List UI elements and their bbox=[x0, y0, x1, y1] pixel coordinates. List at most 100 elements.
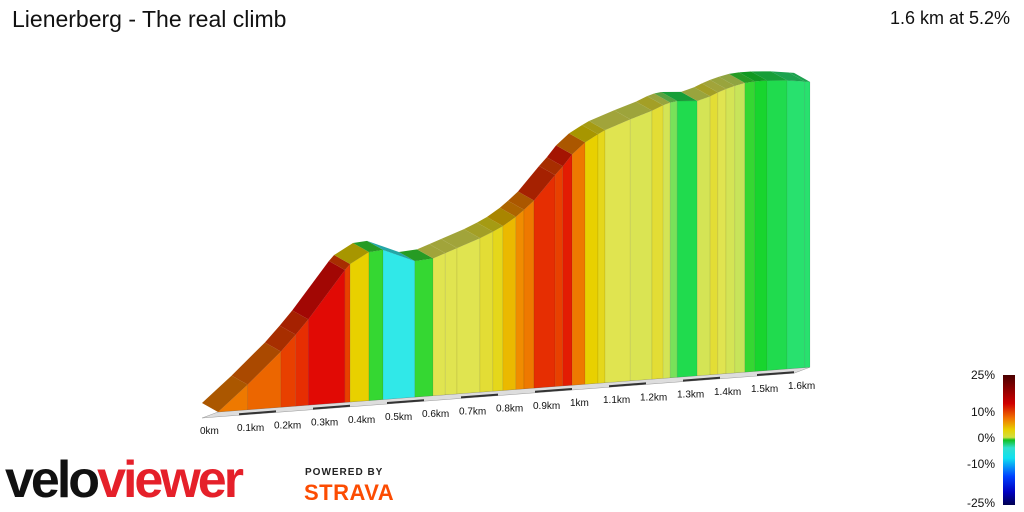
gradient-segment bbox=[734, 82, 746, 374]
x-tick-label: 1.5km bbox=[751, 384, 778, 395]
segment-top-surface bbox=[264, 325, 296, 352]
segment-top-surface bbox=[701, 79, 727, 93]
gradient-segment bbox=[295, 318, 309, 407]
gradient-segment bbox=[584, 133, 599, 385]
gradient-segment bbox=[766, 80, 788, 371]
segment-top-surface bbox=[367, 240, 415, 261]
x-tick-label: 1.4km bbox=[714, 387, 741, 398]
gradient-segment bbox=[662, 102, 671, 379]
gradient-segment bbox=[696, 95, 711, 377]
gradient-colorscale bbox=[1003, 375, 1015, 505]
gradient-segment bbox=[515, 209, 525, 390]
distance-marker bbox=[239, 410, 276, 416]
segment-top-surface bbox=[546, 145, 573, 167]
powered-by-label: POWERED BY bbox=[305, 467, 384, 478]
gradient-segment bbox=[562, 153, 573, 387]
segment-top-surface bbox=[636, 96, 664, 111]
veloviewer-logo: veloviewer bbox=[5, 451, 244, 509]
segment-top-surface bbox=[279, 310, 309, 335]
x-tick-label: 1.6km bbox=[788, 381, 815, 392]
gradient-segment bbox=[502, 216, 517, 391]
distance-marker bbox=[461, 393, 498, 399]
gradient-segment bbox=[444, 247, 458, 396]
gradient-segment bbox=[786, 80, 806, 370]
x-tick-label: 0.2km bbox=[274, 420, 301, 431]
segment-top-surface bbox=[398, 249, 433, 261]
gradient-segment bbox=[597, 129, 606, 384]
segment-top-surface bbox=[751, 71, 788, 81]
distance-marker bbox=[535, 388, 572, 393]
x-tick-label: 1.2km bbox=[640, 392, 667, 403]
segment-top-surface bbox=[476, 216, 503, 232]
gradient-segment bbox=[709, 91, 719, 376]
segment-top-surface bbox=[710, 76, 735, 89]
segment-top-surface bbox=[647, 93, 671, 106]
segment-top-surface bbox=[718, 73, 745, 86]
gradient-segment bbox=[717, 88, 727, 375]
segment-top-surface bbox=[334, 242, 369, 265]
x-tick-label: 0.7km bbox=[459, 406, 486, 417]
climb-summary: 1.6 km at 5.2% bbox=[889, 8, 1010, 28]
distance-marker bbox=[609, 382, 646, 388]
distance-marker bbox=[387, 399, 424, 404]
segment-top-surface bbox=[738, 71, 768, 82]
segment-top-surface bbox=[441, 229, 480, 249]
gradient-segment bbox=[414, 258, 434, 398]
gradient-segment bbox=[533, 174, 556, 389]
gradient-segment bbox=[432, 252, 446, 397]
gradient-segment bbox=[676, 100, 698, 378]
strava-logo: STRAVA bbox=[304, 480, 395, 505]
x-tick-label: 0km bbox=[200, 426, 219, 437]
gradient-segment bbox=[804, 81, 811, 368]
segment-top-surface bbox=[539, 157, 563, 176]
gradient-segment bbox=[382, 249, 416, 400]
segment-top-surface bbox=[352, 240, 384, 252]
segment-top-surface bbox=[231, 342, 281, 385]
segment-top-surface bbox=[581, 121, 606, 135]
segment-top-surface bbox=[429, 239, 458, 254]
colorscale-label: 25% bbox=[970, 368, 995, 382]
segment-top-surface bbox=[556, 133, 586, 155]
gradient-segment bbox=[725, 85, 736, 374]
segment-top-surface bbox=[788, 72, 810, 82]
gradient-segment bbox=[554, 165, 564, 387]
colorscale-label: -10% bbox=[966, 457, 995, 471]
gradient-segment bbox=[344, 263, 351, 403]
gradient-segment bbox=[604, 118, 631, 383]
segment-top-surface bbox=[463, 222, 493, 239]
segment-top-surface bbox=[202, 375, 248, 412]
gradient-segment bbox=[479, 231, 494, 393]
segment-top-surface bbox=[661, 91, 698, 102]
gradient-segment bbox=[669, 100, 678, 379]
segment-top-surface bbox=[728, 72, 755, 83]
x-tick-label: 1.1km bbox=[603, 395, 630, 406]
x-tick-label: 1.3km bbox=[677, 390, 704, 401]
colorscale-label: 0% bbox=[977, 431, 995, 445]
segment-top-surface bbox=[416, 244, 446, 259]
x-tick-label: 0.4km bbox=[348, 415, 375, 426]
climb-title: Lienerberg - The real climb bbox=[12, 6, 287, 32]
segment-top-surface bbox=[614, 101, 653, 120]
gradient-segment bbox=[492, 225, 504, 392]
segment-top-surface bbox=[292, 260, 345, 320]
gradient-segment bbox=[651, 104, 664, 380]
segment-top-surface bbox=[499, 200, 524, 217]
gradient-segment bbox=[456, 237, 481, 395]
x-tick-label: 0.6km bbox=[422, 409, 449, 420]
x-tick-label: 0.3km bbox=[311, 418, 338, 429]
segment-top-surface bbox=[589, 110, 631, 131]
colorscale-label: 10% bbox=[970, 405, 995, 419]
gradient-segment bbox=[754, 80, 768, 372]
gradient-segment bbox=[571, 141, 586, 386]
segment-top-surface bbox=[654, 92, 678, 103]
distance-marker bbox=[683, 376, 720, 382]
x-tick-label: 0.5km bbox=[385, 412, 412, 423]
gradient-segment bbox=[349, 251, 370, 403]
segment-top-surface bbox=[517, 166, 556, 201]
segment-top-surface bbox=[771, 71, 805, 82]
x-tick-label: 1km bbox=[570, 398, 589, 409]
colorscale-label: -25% bbox=[966, 496, 995, 510]
distance-marker bbox=[757, 371, 794, 376]
segment-top-surface bbox=[681, 87, 711, 101]
